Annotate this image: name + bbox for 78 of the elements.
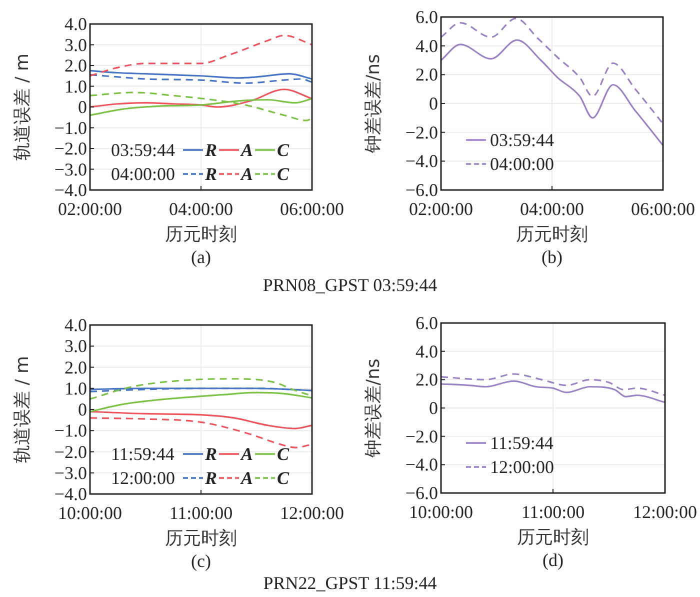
legend-label: R (204, 468, 218, 488)
y-tick-label: 4.0 (416, 36, 438, 56)
y-tick-label: −2.0 (405, 426, 438, 446)
y-tick-label: −2.0 (405, 122, 438, 142)
legend-label: R (204, 140, 218, 160)
legend-label: C (277, 164, 290, 184)
y-axis-title: 轨道误差 / m (12, 356, 33, 464)
annotation: 03:59:44 (111, 140, 176, 160)
legend-label: A (240, 140, 254, 160)
y-tick-label: 3.0 (64, 34, 87, 55)
x-axis-title: 历元时刻 (165, 224, 237, 245)
y-tick-label: −6.0 (405, 483, 438, 503)
x-tick-label: 04:00:00 (168, 199, 234, 219)
y-tick-label: −4.0 (405, 454, 438, 475)
text: (d) (542, 550, 564, 570)
text: PRN22_GPST 11:59:44 (263, 573, 437, 593)
y-tick-label: −2.0 (54, 442, 87, 462)
annotation: 04:00:00 (111, 164, 176, 184)
annotation: 12:00:00 (111, 468, 176, 488)
legend-label: 11:59:44 (490, 433, 554, 453)
y-tick-label: −2.0 (54, 138, 87, 158)
x-tick-label: 06:00:00 (280, 199, 344, 219)
x-tick-label: 11:00:00 (169, 503, 233, 523)
y-tick-label: −1.0 (54, 118, 87, 138)
y-tick-label: −4.0 (54, 484, 87, 504)
x-tick-label: 06:00:00 (630, 199, 696, 219)
y-tick-label: −1.0 (54, 420, 87, 441)
y-axis-title: 钟差误差/ns (363, 54, 384, 154)
y-tick-label: 0 (78, 97, 87, 117)
x-tick-label: 12:00:00 (280, 503, 344, 523)
y-tick-label: −4.0 (54, 180, 87, 200)
legend-label: R (204, 444, 218, 464)
text: (b) (542, 247, 562, 267)
legend-label: 03:59:44 (490, 130, 554, 150)
y-tick-label: 4.0 (416, 341, 438, 362)
y-tick-label: 2.0 (416, 64, 438, 85)
y-tick-label: 0 (429, 94, 438, 114)
y-tick-label: −6.0 (405, 180, 438, 200)
y-tick-label: −3.0 (54, 462, 87, 483)
legend-label: 04:00:00 (490, 154, 554, 174)
x-axis-title: 历元时刻 (517, 527, 589, 548)
y-tick-label: 1.0 (64, 76, 87, 96)
y-tick-label: 0 (429, 398, 438, 418)
legend-label: R (204, 164, 218, 184)
x-tick-label: 11:00:00 (521, 502, 585, 522)
y-tick-label: 4.0 (64, 14, 87, 34)
text: PRN08_GPST 03:59:44 (262, 275, 438, 295)
x-axis-title: 历元时刻 (165, 528, 237, 549)
y-tick-label: −3.0 (54, 159, 87, 180)
x-tick-label: 12:00:00 (632, 502, 698, 522)
y-tick-label: 2.0 (416, 370, 438, 390)
legend-label: C (277, 444, 290, 464)
x-tick-label: 04:00:00 (520, 199, 584, 219)
y-tick-label: 1.0 (64, 378, 87, 398)
text: (c) (191, 551, 211, 571)
text: (a) (191, 247, 211, 267)
y-tick-label: 6.0 (416, 313, 438, 333)
y-tick-label: 4.0 (64, 315, 87, 335)
y-axis-title: 钟差误差/ns (363, 358, 384, 458)
legend-label: 12:00:00 (490, 457, 554, 477)
y-tick-label: 2.0 (64, 56, 87, 76)
legend-label: A (240, 468, 254, 488)
annotation: 11:59:44 (111, 444, 174, 464)
x-tick-label: 02:00:00 (408, 199, 474, 219)
y-axis-title: 轨道误差 / m (12, 53, 33, 161)
x-tick-label: 10:00:00 (58, 503, 122, 523)
legend-label: C (277, 140, 290, 160)
legend-label: C (277, 468, 290, 488)
x-axis-title: 历元时刻 (516, 224, 588, 245)
y-tick-label: 0 (78, 400, 87, 420)
x-tick-label: 10:00:00 (408, 502, 474, 522)
legend-label: A (240, 164, 254, 184)
legend-label: A (240, 444, 254, 464)
y-tick-label: 2.0 (64, 357, 87, 378)
y-tick-label: 3.0 (64, 336, 87, 356)
y-tick-label: 6.0 (416, 7, 438, 27)
y-tick-label: −4.0 (405, 151, 438, 172)
x-tick-label: 02:00:00 (58, 199, 122, 219)
